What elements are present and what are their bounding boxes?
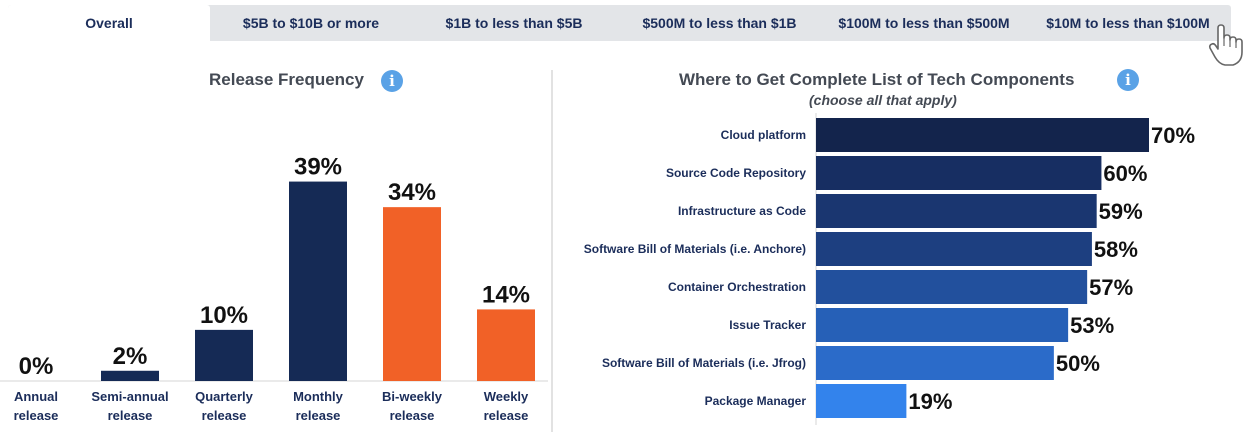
data-label: 58%	[1094, 237, 1138, 262]
tab-2[interactable]: $1B to less than $5B	[445, 15, 583, 31]
chart-divider	[551, 70, 553, 432]
category-label: release	[390, 408, 435, 423]
category-label: Bi-weekly	[382, 389, 443, 404]
category-label: release	[484, 408, 529, 423]
data-label: 14%	[482, 281, 530, 308]
bar	[816, 118, 1149, 152]
category-label: Annual	[14, 389, 58, 404]
release-frequency-chart: 0% Annual release 2% Semi-annual release 10% Qu…	[0, 154, 548, 423]
data-label: 0%	[19, 353, 54, 380]
bar	[195, 329, 253, 381]
category-label: Infrastructure as Code	[678, 204, 806, 218]
data-label: 60%	[1103, 161, 1147, 186]
data-label: 70%	[1151, 123, 1195, 148]
data-label: 57%	[1089, 275, 1133, 300]
tech-components-subtitle: (choose all that apply)	[809, 92, 957, 108]
category-label: Container Orchestration	[668, 280, 806, 294]
data-label: 50%	[1056, 351, 1100, 376]
data-label: 34%	[388, 179, 436, 206]
bar	[816, 308, 1069, 342]
category-label: Issue Tracker	[729, 318, 806, 332]
bar	[289, 181, 347, 381]
data-label: 53%	[1070, 313, 1114, 338]
category-label: Software Bill of Materials (i.e. Jfrog)	[602, 356, 806, 370]
tab-1[interactable]: $5B to $10B or more	[242, 15, 380, 31]
info-icon[interactable]: i	[381, 70, 403, 92]
bar	[477, 309, 535, 381]
category-label: Monthly	[293, 389, 344, 404]
category-label: release	[202, 408, 247, 423]
tech-components-chart: Cloud platform 70% Source Code Repository 6…	[584, 113, 1195, 425]
data-label: 10%	[200, 302, 248, 329]
tab-5[interactable]: $10M to less than $100M	[1046, 15, 1210, 31]
hand-pointer-icon	[1208, 24, 1243, 66]
category-label: Source Code Repository	[666, 166, 806, 180]
data-label: 39%	[294, 154, 342, 181]
tab-4[interactable]: $100M to less than $500M	[838, 15, 1010, 31]
category-label: Cloud platform	[721, 128, 806, 142]
data-label: 19%	[908, 389, 952, 414]
filter-tab-bar: Overall $5B to $10B or more $1B to less th…	[8, 5, 1231, 43]
bar	[816, 384, 907, 418]
bar	[816, 270, 1088, 304]
tech-components-title: Where to Get Complete List of Tech Compo…	[679, 70, 1075, 89]
category-label: Weekly	[484, 389, 529, 404]
tab-3[interactable]: $500M to less than $1B	[642, 15, 797, 31]
category-label: release	[14, 408, 59, 423]
category-label: Package Manager	[705, 394, 807, 408]
bar	[816, 156, 1102, 190]
info-icon[interactable]: i	[1117, 69, 1139, 91]
category-label: Quarterly	[195, 389, 254, 404]
tab-0[interactable]: Overall	[8, 5, 210, 43]
bar	[816, 232, 1092, 266]
bar	[816, 194, 1097, 228]
bar	[101, 370, 159, 381]
data-label: 59%	[1099, 199, 1143, 224]
bar	[816, 346, 1054, 380]
data-label: 2%	[113, 343, 148, 370]
category-label: release	[296, 408, 341, 423]
bar	[383, 207, 441, 381]
category-label: Semi-annual	[91, 389, 168, 404]
release-frequency-title: Release Frequency	[209, 70, 364, 89]
category-label: release	[108, 408, 153, 423]
category-label: Software Bill of Materials (i.e. Anchore…	[584, 242, 806, 256]
